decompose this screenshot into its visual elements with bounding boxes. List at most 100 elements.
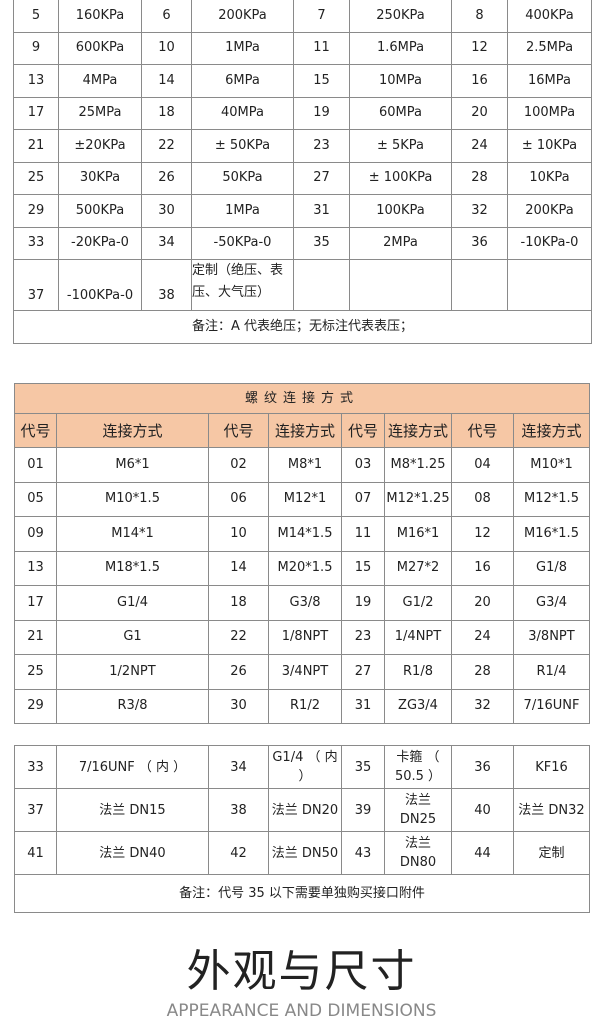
code-cell: 29: [14, 688, 57, 724]
code-cell: 40: [451, 788, 514, 832]
value-cell: ± 10KPa: [507, 129, 592, 163]
code-cell: 26: [208, 654, 269, 690]
value-cell: 定制: [513, 831, 590, 875]
header-connection: 连接方式: [56, 413, 209, 448]
table-note: 备注：代号 35 以下需要单独购买接口附件: [14, 874, 590, 913]
value-cell: G3/4: [512, 585, 591, 621]
value-cell: R1/4: [512, 654, 591, 690]
value-cell: 7/16UNF （ 内 ）: [56, 745, 209, 789]
code-cell: 07: [341, 481, 385, 517]
header-connection: 连接方式: [384, 413, 452, 448]
code-cell: 24: [451, 129, 508, 163]
value-cell: M14*1.5: [268, 516, 342, 552]
code-cell: 26: [141, 161, 192, 195]
table-row: 37 法兰 DN15 38 法兰 DN20 39 法兰 DN25 40 法兰 DN32: [14, 788, 590, 832]
code-cell: 8: [451, 0, 508, 33]
value-cell: 400KPa: [507, 0, 592, 33]
value-cell: KF16: [513, 745, 590, 789]
table-row: 37 -100KPa-0 38 定制（绝压、表压、大气压）: [13, 259, 592, 311]
table-row: 05 M10*1.5 06 M12*1 07 M12*1.25 08 M12*1.5: [14, 481, 591, 517]
value-cell: 600KPa: [58, 31, 142, 65]
value-cell: R1/8: [384, 654, 452, 690]
value-cell: ±20KPa: [58, 129, 142, 163]
value-cell: 1/4NPT: [384, 619, 452, 655]
code-cell: 33: [13, 226, 59, 260]
value-cell: M18*1.5: [56, 550, 209, 586]
value-cell: G1/2: [384, 585, 452, 621]
code-cell: 39: [341, 788, 385, 832]
value-cell: M10*1.5: [56, 481, 209, 517]
value-cell: 1MPa: [191, 31, 294, 65]
value-cell: ZG3/4: [384, 688, 452, 724]
value-cell: 6MPa: [191, 64, 294, 98]
code-cell: 04: [451, 447, 514, 483]
value-cell: M20*1.5: [268, 550, 342, 586]
code-cell: 6: [141, 0, 192, 33]
value-cell: 30KPa: [58, 161, 142, 195]
code-cell: 7: [293, 0, 350, 33]
value-cell: ± 50KPa: [191, 129, 294, 163]
code-cell: 31: [341, 688, 385, 724]
code-cell: 19: [341, 585, 385, 621]
header-connection: 连接方式: [268, 413, 342, 448]
header-code: 代号: [341, 413, 385, 448]
code-cell: 28: [451, 161, 508, 195]
table-row: 29 R3/8 30 R1/2 31 ZG3/4 32 7/16UNF: [14, 688, 591, 724]
code-cell: 43: [341, 831, 385, 875]
value-cell: G1/8: [512, 550, 591, 586]
code-cell: 27: [293, 161, 350, 195]
value-cell: -100KPa-0: [58, 259, 142, 311]
code-cell: 29: [13, 194, 59, 228]
flange-connection-table: 33 7/16UNF （ 内 ） 34 G1/4 （ 内 ） 35 卡箍 （ 50.5 ）…: [14, 745, 590, 913]
code-cell: 30: [141, 194, 192, 228]
code-cell: 22: [208, 619, 269, 655]
code-cell: 19: [293, 96, 350, 130]
table-row: 5 160KPa 6 200KPa 7 250KPa 8 400KPa: [13, 0, 592, 33]
section-subtitle: APPEARANCE AND DIMENSIONS: [166, 1001, 437, 1021]
table-row: 9 600KPa 10 1MPa 11 1.6MPa 12 2.5MPa: [13, 31, 592, 65]
code-cell: 25: [14, 654, 57, 690]
code-cell: 31: [293, 194, 350, 228]
value-cell: 法兰 DN25: [384, 788, 452, 832]
value-cell: M16*1.5: [512, 516, 591, 552]
value-cell: R1/2: [268, 688, 342, 724]
table-row: 17 25MPa 18 40MPa 19 60MPa 20 100MPa: [13, 96, 592, 130]
value-cell: M12*1.25: [384, 481, 452, 517]
value-cell: 法兰 DN20: [268, 788, 342, 832]
code-cell: 20: [451, 96, 508, 130]
code-cell: 08: [451, 481, 514, 517]
table-row: 29 500KPa 30 1MPa 31 100KPa 32 200KPa: [13, 194, 592, 228]
value-cell: 10MPa: [349, 64, 452, 98]
value-cell: ± 100KPa: [349, 161, 452, 195]
value-cell: 法兰 DN15: [56, 788, 209, 832]
code-cell: 27: [341, 654, 385, 690]
value-cell: M8*1.25: [384, 447, 452, 483]
table-row: 13 M18*1.5 14 M20*1.5 15 M27*2 16 G1/8: [14, 550, 591, 586]
code-cell: 30: [208, 688, 269, 724]
code-cell: 14: [208, 550, 269, 586]
code-cell: 13: [13, 64, 59, 98]
value-cell: 100MPa: [507, 96, 592, 130]
value-cell: 100KPa: [349, 194, 452, 228]
value-cell: G1/4 （ 内 ）: [268, 745, 342, 789]
code-cell: 18: [141, 96, 192, 130]
code-cell: 23: [341, 619, 385, 655]
table-note: 备注：A 代表绝压；无标注代表表压；: [13, 310, 592, 344]
table-row: 09 M14*1 10 M14*1.5 11 M16*1 12 M16*1.5: [14, 516, 591, 552]
code-cell: 16: [451, 550, 514, 586]
header-code: 代号: [14, 413, 57, 448]
value-cell: M10*1: [512, 447, 591, 483]
value-cell: M27*2: [384, 550, 452, 586]
table-row: 41 法兰 DN40 42 法兰 DN50 43 法兰 DN80 44 定制: [14, 831, 590, 875]
value-cell: M16*1: [384, 516, 452, 552]
code-cell: 10: [141, 31, 192, 65]
code-cell: 36: [451, 226, 508, 260]
value-cell: ± 5KPa: [349, 129, 452, 163]
header-code: 代号: [208, 413, 269, 448]
value-cell: 16MPa: [507, 64, 592, 98]
value-cell: -10KPa-0: [507, 226, 592, 260]
value-cell: G1/4: [56, 585, 209, 621]
value-cell: 50KPa: [191, 161, 294, 195]
code-cell: 28: [451, 654, 514, 690]
code-cell: 06: [208, 481, 269, 517]
